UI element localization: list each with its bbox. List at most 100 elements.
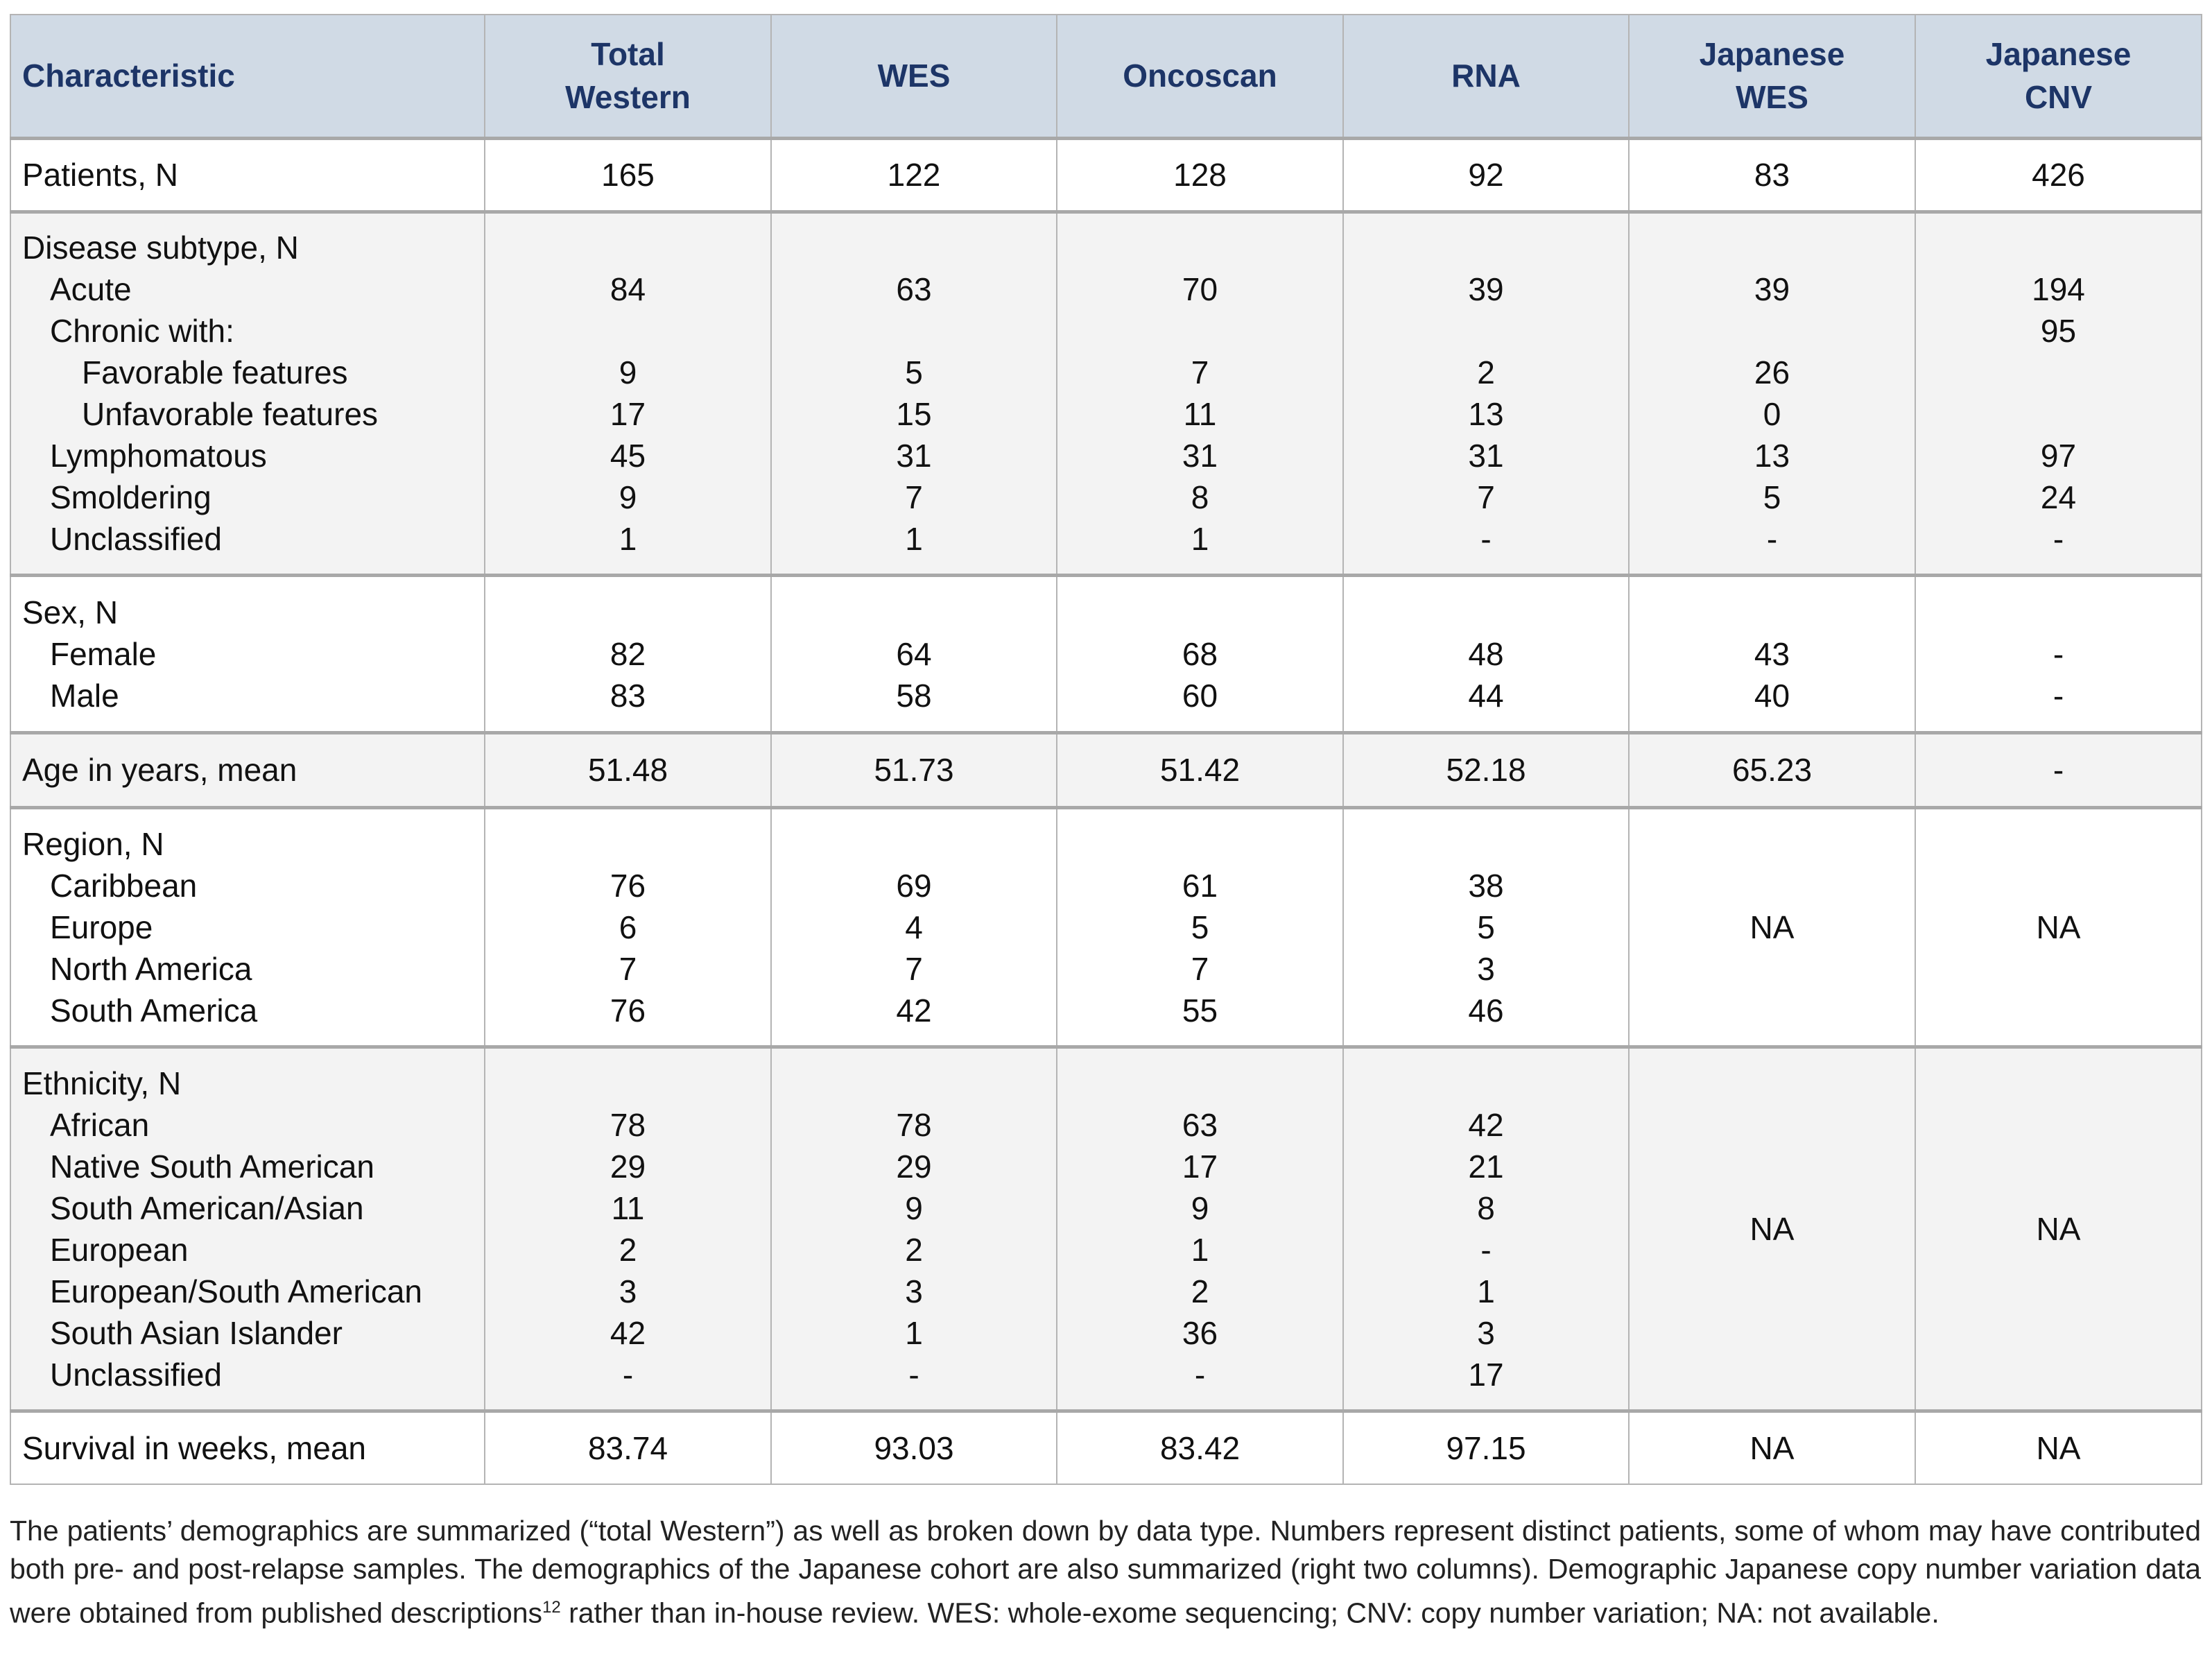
cell-value: - xyxy=(1194,1356,1206,1393)
cell-value: 3 xyxy=(619,1273,637,1309)
characteristic-cell: Disease subtype, N Acute Chronic with: Favo… xyxy=(10,211,485,576)
value-cell: 165 xyxy=(484,137,772,212)
cell-value: 29 xyxy=(896,1148,932,1185)
cell-value xyxy=(1641,310,1903,352)
cell-value: 13 xyxy=(1754,438,1790,474)
cell-value: 21 xyxy=(1468,1148,1504,1185)
cell-value: 1 xyxy=(905,521,923,557)
cell-value: 31 xyxy=(1468,438,1504,474)
cell-value: 17 xyxy=(1468,1356,1504,1393)
row-label: Unfavorable features xyxy=(82,396,379,432)
cell-value: 7 xyxy=(1477,479,1495,515)
cell-value: 31 xyxy=(1182,438,1218,474)
row-label: South American/Asian xyxy=(50,1189,364,1226)
cell-value: 7 xyxy=(619,950,637,987)
cell-value: 2 xyxy=(1191,1273,1209,1309)
cell-value: 48 xyxy=(1468,635,1504,672)
cell-value xyxy=(783,310,1045,352)
cell-value: 2 xyxy=(1477,354,1495,390)
cell-value: 95 xyxy=(2040,313,2077,349)
value-cell: 83 xyxy=(1628,137,1916,212)
cell-value: 9 xyxy=(619,354,637,390)
row-label: Chronic with: xyxy=(50,313,234,349)
cell-value: 65.23 xyxy=(1731,752,1813,788)
cell-value: 3 xyxy=(1477,1314,1495,1351)
column-header: Oncoscan xyxy=(1056,14,1344,139)
cell-value: 17 xyxy=(610,396,646,432)
cell-value xyxy=(783,823,1045,865)
cell-value xyxy=(1069,310,1331,352)
value-cell: 128 xyxy=(1056,137,1344,212)
cell-value xyxy=(783,227,1045,268)
cell-value: 63 xyxy=(896,271,932,307)
cell-value xyxy=(1069,1063,1331,1104)
table-row-group: Age in years, mean 51.48 51.73 51.42 52.18 65… xyxy=(10,732,2202,808)
value-cell: 70 7 11 31 8 1 xyxy=(1056,211,1344,576)
value-cell: 38 5 3 46 xyxy=(1342,807,1630,1047)
table-row-group: Sex, N Female Male 82 83 64 58 68 60 48 44 43 40- - xyxy=(10,574,2202,733)
cell-value xyxy=(1927,592,2190,633)
cell-value: 0 xyxy=(1763,396,1781,432)
cell-value: 36 xyxy=(1182,1314,1218,1351)
cell-value: 13 xyxy=(1468,396,1504,432)
table-row-group: Region, N Caribbean Europe North America Sou… xyxy=(10,807,2202,1047)
merged-value-cell: NA xyxy=(1628,807,1916,1047)
cell-value: 9 xyxy=(1191,1189,1209,1226)
cell-value xyxy=(783,1063,1045,1104)
cell-value: 194 xyxy=(2032,271,2085,307)
value-cell: 51.73 xyxy=(770,732,1057,808)
cell-value: - xyxy=(1480,521,1492,557)
cell-value: 39 xyxy=(1754,271,1790,307)
cell-value: 2 xyxy=(905,1231,923,1268)
characteristic-cell: Region, N Caribbean Europe North America Sou… xyxy=(10,807,485,1047)
row-label: European xyxy=(50,1231,189,1268)
cell-value: 1 xyxy=(1191,1231,1209,1268)
cell-value xyxy=(1355,823,1617,865)
header-row: Characteristic Total Western WES Oncoscan RN… xyxy=(10,14,2202,139)
column-header: Total Western xyxy=(484,14,772,139)
value-cell: 83.42 xyxy=(1056,1410,1344,1485)
cell-value: 8 xyxy=(1477,1189,1495,1226)
cell-value: 15 xyxy=(896,396,932,432)
cell-value xyxy=(1927,352,2190,393)
value-cell: 426 xyxy=(1915,137,2202,212)
cell-value: 1 xyxy=(905,1314,923,1351)
cell-value: 122 xyxy=(887,157,941,193)
row-label: Unclassified xyxy=(50,1356,222,1393)
cell-value xyxy=(496,310,759,352)
value-cell: 83.74 xyxy=(484,1410,772,1485)
cell-value xyxy=(1069,592,1331,633)
characteristic-cell: Ethnicity, N African Native South American… xyxy=(10,1046,485,1411)
cell-value: 43 xyxy=(1754,635,1790,672)
value-cell: - xyxy=(1915,732,2202,808)
cell-value: 29 xyxy=(610,1148,646,1185)
merged-value-cell: NA xyxy=(1915,807,2202,1047)
row-label: Smoldering xyxy=(50,479,211,515)
cell-value: 78 xyxy=(610,1106,646,1143)
cell-value: 64 xyxy=(896,635,932,672)
column-header: Characteristic xyxy=(10,14,485,139)
cell-value: - xyxy=(1766,521,1778,557)
cell-value: 42 xyxy=(610,1314,646,1351)
column-header: RNA xyxy=(1342,14,1630,139)
cell-value xyxy=(1355,1063,1617,1104)
cell-value: 51.42 xyxy=(1159,752,1241,788)
row-label: North America xyxy=(50,950,252,987)
reference-superscript: 12 xyxy=(542,1598,561,1617)
value-cell: -- xyxy=(1915,574,2202,733)
cell-value: 9 xyxy=(619,479,637,515)
row-label: Acute xyxy=(50,271,132,307)
cell-value: 39 xyxy=(1468,271,1504,307)
cell-value: 51.48 xyxy=(587,752,668,788)
value-cell: 194 95 97 24 - xyxy=(1915,211,2202,576)
cell-value: 52.18 xyxy=(1446,752,1526,788)
cell-value: 6 xyxy=(619,909,637,945)
row-label: European/South American xyxy=(50,1273,423,1309)
row-label: Lymphomatous xyxy=(50,438,267,474)
row-label: South Asian Islander xyxy=(50,1314,343,1351)
value-cell: 43 40 xyxy=(1628,574,1916,733)
value-cell: 63 17 9 1 2 36 - xyxy=(1056,1046,1344,1411)
cell-value: 44 xyxy=(1468,677,1504,714)
cell-value: 7 xyxy=(905,950,923,987)
cell-value: 45 xyxy=(610,438,646,474)
